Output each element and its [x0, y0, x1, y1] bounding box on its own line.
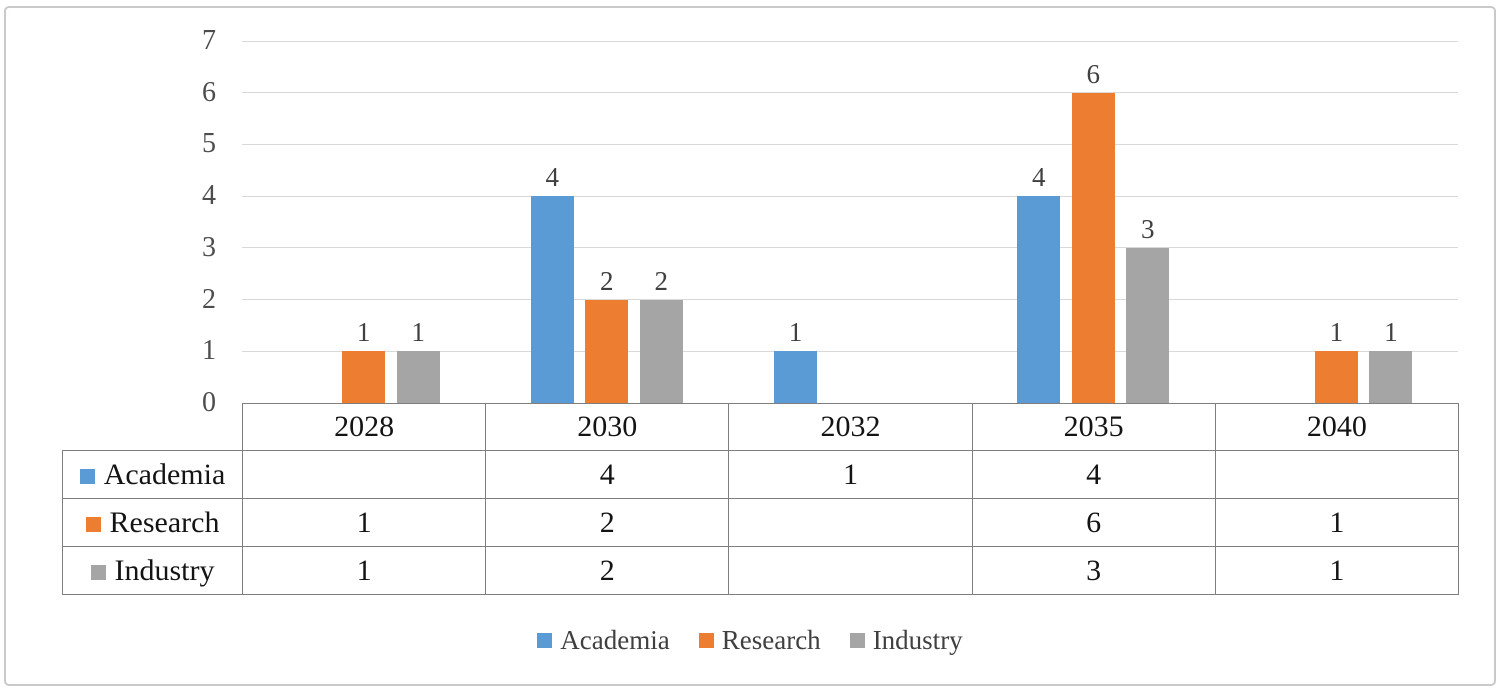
gridline	[242, 247, 1458, 249]
table-year-header: 2028	[241, 403, 487, 451]
legend: Academia Research Industry	[0, 625, 1500, 655]
table-series-label-cell: Industry	[62, 546, 243, 595]
table-row: Academia 4 1 4	[62, 450, 1459, 499]
table-header-row: 2028 2030 2032 2035 2040	[63, 403, 1459, 451]
y-axis-tick-label: 1	[202, 335, 216, 367]
bar-value-label: 3	[1140, 213, 1155, 244]
bar-value-label: 1	[411, 317, 425, 348]
table-value-cell: 1	[1214, 498, 1459, 547]
bar-research-2035	[1071, 92, 1115, 403]
bar-value-label: 4	[1031, 162, 1046, 193]
table-series-label: Research	[109, 505, 220, 539]
research-legend-swatch-icon	[698, 632, 714, 648]
bar-value-label: 1	[1329, 317, 1344, 348]
industry-swatch-icon	[90, 564, 106, 580]
bar-industry-2030	[639, 299, 683, 403]
bar-industry-2028	[396, 351, 440, 403]
y-axis-tick-label: 3	[202, 231, 216, 263]
table-value-cell: 1	[1214, 546, 1459, 595]
gridline	[242, 92, 1458, 94]
table-year-header: 2035	[971, 403, 1216, 451]
bar-academia-2030	[530, 196, 574, 403]
y-axis-tick-label: 5	[202, 128, 216, 160]
bar-value-label: 1	[1384, 317, 1398, 348]
gridline	[242, 195, 1458, 197]
table-series-label: Industry	[114, 553, 215, 587]
research-swatch-icon	[85, 516, 101, 532]
bar-value-label: 4	[545, 162, 560, 193]
y-axis-tick-label: 2	[202, 283, 216, 315]
table-value-cell: 2	[485, 546, 730, 595]
legend-label: Research	[721, 624, 821, 655]
table-row: Industry 1 2 3 1	[62, 546, 1459, 595]
table-series-label-cell: Academia	[62, 450, 243, 499]
bar-academia-2032	[774, 351, 817, 403]
gridline	[242, 299, 1458, 301]
table-value-cell	[728, 546, 973, 595]
legend-label: Industry	[872, 624, 963, 655]
bar-value-label: 1	[356, 317, 371, 348]
academia-swatch-icon	[79, 468, 95, 484]
bar-industry-2040	[1369, 351, 1413, 403]
y-axis-tick-label: 6	[202, 76, 216, 108]
table-value-cell: 4	[971, 450, 1216, 499]
table-value-cell	[1214, 450, 1459, 499]
table-value-cell: 1	[241, 498, 487, 547]
table-value-cell: 3	[971, 546, 1216, 595]
legend-label: Academia	[560, 624, 670, 655]
table-value-cell: 1	[728, 450, 973, 499]
table-row: Research 1 2 6 1	[62, 498, 1459, 547]
data-table: 2028 2030 2032 2035 2040 Academia 4 1 4 Research 1…	[62, 403, 1459, 595]
table-value-cell: 4	[485, 450, 730, 499]
bar-industry-2035	[1126, 247, 1170, 403]
legend-item-industry: Industry	[849, 624, 963, 656]
industry-legend-swatch-icon	[849, 632, 865, 648]
bar-value-label: 2	[654, 265, 669, 296]
table-corner-cell	[63, 404, 243, 451]
table-value-cell: 2	[485, 498, 730, 547]
table-year-header: 2030	[485, 403, 730, 451]
bar-value-label: 1	[788, 317, 803, 348]
table-value-cell: 1	[241, 546, 487, 595]
table-value-cell	[241, 450, 487, 499]
legend-item-research: Research	[698, 624, 821, 656]
y-axis-tick-label: 4	[202, 180, 216, 212]
gridline	[242, 350, 1458, 352]
gridline	[242, 40, 1458, 42]
bar-academia-2035	[1017, 196, 1061, 403]
table-year-header: 2040	[1214, 403, 1459, 451]
table-year-header: 2032	[728, 403, 973, 451]
legend-item-academia: Academia	[537, 624, 670, 656]
table-value-cell	[728, 498, 973, 547]
bar-research-2040	[1314, 351, 1358, 403]
bar-research-2028	[342, 351, 386, 403]
table-value-cell: 6	[971, 498, 1216, 547]
y-axis-tick-label: 0	[202, 387, 216, 418]
table-series-label-cell: Research	[62, 498, 243, 547]
academia-legend-swatch-icon	[537, 632, 553, 648]
bar-value-label: 2	[600, 265, 614, 296]
bar-research-2030	[585, 299, 629, 403]
table-series-label: Academia	[103, 457, 226, 491]
bar-value-label: 6	[1086, 58, 1100, 89]
gridline	[242, 143, 1458, 145]
y-axis-tick-label: 7	[202, 25, 216, 56]
